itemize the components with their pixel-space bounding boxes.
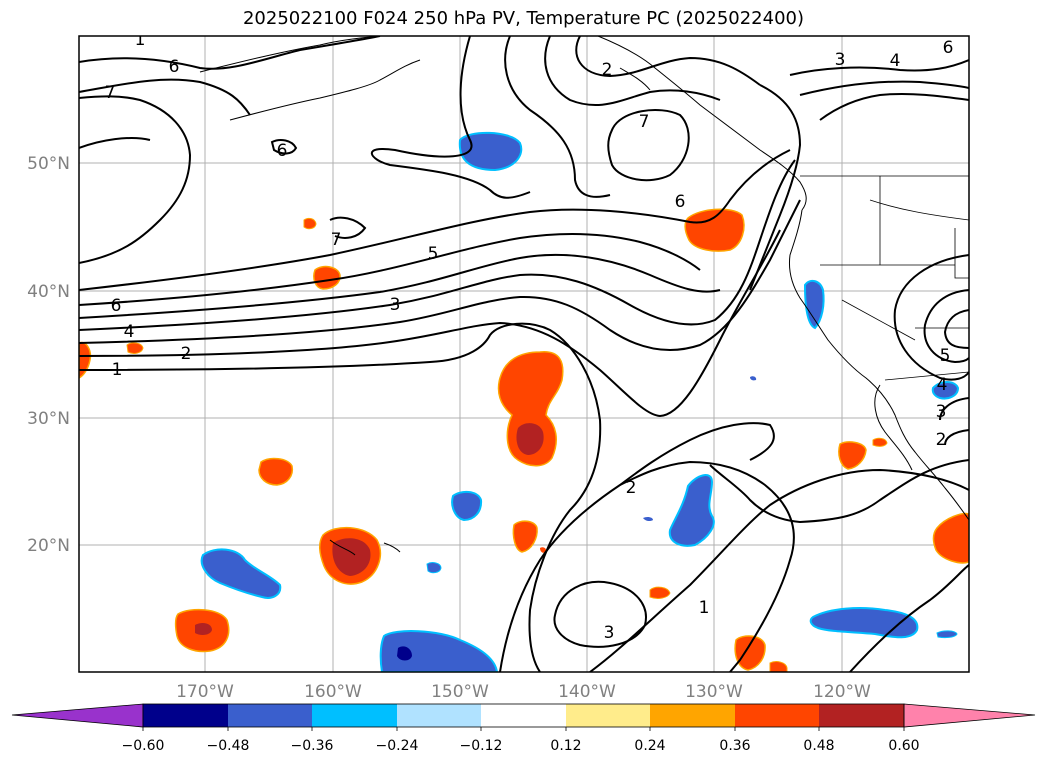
colorbar-tick-label: 0.60 xyxy=(888,738,919,754)
contour-label: 7 xyxy=(331,230,342,250)
contour-label: 6 xyxy=(675,192,686,212)
contour-label: 4 xyxy=(890,51,901,71)
contour-label: 1 xyxy=(699,598,710,618)
lon-label-170w: 170°W xyxy=(176,682,234,702)
colorbar-extend-low xyxy=(11,703,144,728)
lat-label-30n: 30°N xyxy=(27,409,70,429)
colorbar: −0.60 −0.48 −0.36 −0.24 −0.12 0.12 0.24 … xyxy=(11,703,1036,754)
contour-label: 2 xyxy=(936,430,947,450)
contour-labels: 1 6 7 6 7 2 7 6 3 4 6 5 3 6 4 2 1 5 4 3 … xyxy=(105,30,954,643)
colorbar-tick-label: 0.48 xyxy=(803,738,834,754)
lon-label-160w: 160°W xyxy=(304,682,362,702)
contour-label: 2 xyxy=(181,344,192,364)
contour-label: 1 xyxy=(112,360,123,380)
contour-label: 4 xyxy=(124,322,135,342)
map-frame xyxy=(78,35,970,673)
lat-label-20n: 20°N xyxy=(27,536,70,556)
map-title: 2025022100 F024 250 hPa PV, Temperature … xyxy=(242,8,805,29)
longitude-labels: 170°W 160°W 150°W 140°W 130°W 120°W xyxy=(176,682,871,702)
colorbar-segment xyxy=(481,704,566,727)
lon-label-130w: 130°W xyxy=(685,682,743,702)
lon-label-150w: 150°W xyxy=(431,682,489,702)
colorbar-tick-label: 0.12 xyxy=(550,738,581,754)
contour-label: 6 xyxy=(943,38,954,58)
contour-label: 5 xyxy=(428,244,439,264)
contour-label: 3 xyxy=(936,402,947,422)
contour-label: 2 xyxy=(626,478,637,498)
colorbar-tick-label: −0.48 xyxy=(207,738,250,754)
colorbar-segment xyxy=(735,704,819,727)
colorbar-segment xyxy=(312,704,397,727)
colorbar-tick-label: −0.36 xyxy=(291,738,334,754)
colorbar-tick-label: −0.12 xyxy=(460,738,503,754)
colorbar-segment xyxy=(566,704,650,727)
colorbar-tick-label: 0.36 xyxy=(719,738,750,754)
contour-label: 6 xyxy=(169,57,180,77)
colorbar-extend-high xyxy=(903,703,1036,728)
warm-anomaly-patches xyxy=(79,208,969,672)
contour-label: 4 xyxy=(937,375,948,395)
contour-label: 6 xyxy=(277,141,288,161)
contour-label: 2 xyxy=(602,60,613,80)
colorbar-tick-label: −0.60 xyxy=(122,738,165,754)
contour-label: 7 xyxy=(639,112,650,132)
colorbar-tick-label: 0.24 xyxy=(634,738,665,754)
gridlines xyxy=(79,36,969,672)
latitude-labels: 50°N 40°N 30°N 20°N xyxy=(27,154,70,556)
contour-label: 3 xyxy=(835,50,846,70)
lat-label-50n: 50°N xyxy=(27,154,70,174)
lon-label-140w: 140°W xyxy=(558,682,616,702)
lat-label-40n: 40°N xyxy=(27,282,70,302)
contour-label: 7 xyxy=(105,83,116,103)
contour-label: 5 xyxy=(940,346,951,366)
contour-label: 3 xyxy=(604,623,615,643)
pv-contours xyxy=(79,36,969,672)
colorbar-segment xyxy=(397,704,481,727)
colorbar-segment xyxy=(650,704,735,727)
contour-label: 3 xyxy=(390,295,401,315)
colorbar-segment xyxy=(143,704,228,727)
contour-label: 1 xyxy=(135,30,146,50)
lon-label-120w: 120°W xyxy=(813,682,871,702)
colorbar-segment xyxy=(228,704,312,727)
borders xyxy=(800,175,969,381)
colorbar-segment xyxy=(819,704,904,727)
colorbar-tick-label: −0.24 xyxy=(376,738,419,754)
contour-label: 6 xyxy=(111,296,122,316)
cold-anomaly-patches xyxy=(200,131,960,672)
